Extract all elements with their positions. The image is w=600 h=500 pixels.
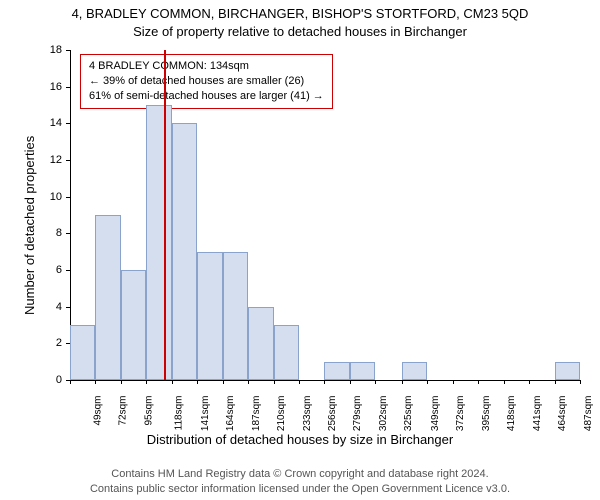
x-tick-mark <box>172 380 173 384</box>
y-tick-label: 16 <box>0 81 62 93</box>
x-tick-mark <box>197 380 198 384</box>
x-tick-label: 464sqm <box>557 396 568 432</box>
histogram-bar <box>248 307 273 380</box>
histogram-bar <box>350 362 375 380</box>
x-tick-mark <box>453 380 454 384</box>
y-tick-mark <box>66 270 70 271</box>
histogram-bar <box>555 362 580 380</box>
y-tick-mark <box>66 50 70 51</box>
property-marker-line <box>164 50 166 380</box>
y-tick-mark <box>66 123 70 124</box>
x-tick-label: 302sqm <box>378 396 389 432</box>
y-tick-label: 2 <box>0 337 62 349</box>
x-tick-label: 164sqm <box>225 396 236 432</box>
x-tick-mark <box>504 380 505 384</box>
x-tick-mark <box>478 380 479 384</box>
x-tick-mark <box>95 380 96 384</box>
x-tick-label: 95sqm <box>143 396 154 426</box>
x-tick-label: 141sqm <box>200 396 211 432</box>
footer-line-1: Contains HM Land Registry data © Crown c… <box>0 467 600 481</box>
x-tick-mark <box>299 380 300 384</box>
x-tick-mark <box>402 380 403 384</box>
x-tick-label: 72sqm <box>118 396 129 426</box>
x-tick-label: 325sqm <box>403 396 414 432</box>
x-tick-label: 210sqm <box>276 396 287 432</box>
x-tick-mark <box>324 380 325 384</box>
x-tick-label: 187sqm <box>251 396 262 432</box>
y-tick-label: 6 <box>0 264 62 276</box>
chart-title-address: 4, BRADLEY COMMON, BIRCHANGER, BISHOP'S … <box>0 6 600 21</box>
x-tick-mark <box>350 380 351 384</box>
x-tick-mark <box>223 380 224 384</box>
histogram-bar <box>324 362 349 380</box>
x-tick-label: 256sqm <box>327 396 338 432</box>
histogram-bar <box>95 215 120 380</box>
histogram-bar <box>121 270 146 380</box>
chart-subtitle: Size of property relative to detached ho… <box>0 24 600 39</box>
footer-attribution: Contains HM Land Registry data © Crown c… <box>0 467 600 496</box>
x-tick-mark <box>274 380 275 384</box>
y-tick-mark <box>66 87 70 88</box>
y-tick-label: 8 <box>0 227 62 239</box>
y-tick-label: 0 <box>0 374 62 386</box>
x-tick-mark <box>529 380 530 384</box>
x-tick-label: 279sqm <box>353 396 364 432</box>
x-tick-mark <box>375 380 376 384</box>
x-tick-mark <box>146 380 147 384</box>
x-tick-label: 349sqm <box>430 396 441 432</box>
y-tick-mark <box>66 160 70 161</box>
x-tick-mark <box>555 380 556 384</box>
y-tick-mark <box>66 233 70 234</box>
footer-line-2: Contains public sector information licen… <box>0 482 600 496</box>
y-tick-label: 14 <box>0 117 62 129</box>
x-tick-label: 118sqm <box>174 396 185 431</box>
y-tick-label: 18 <box>0 44 62 56</box>
x-tick-label: 418sqm <box>506 396 517 432</box>
x-tick-mark <box>121 380 122 384</box>
y-tick-mark <box>66 197 70 198</box>
x-tick-mark <box>427 380 428 384</box>
x-tick-mark <box>248 380 249 384</box>
x-tick-mark <box>580 380 581 384</box>
x-tick-label: 441sqm <box>532 396 543 432</box>
y-tick-label: 4 <box>0 301 62 313</box>
x-tick-label: 487sqm <box>583 396 594 432</box>
chart-container: { "layout": { "canvas": { "w": 600, "h":… <box>0 0 600 500</box>
x-tick-label: 395sqm <box>481 396 492 432</box>
y-tick-mark <box>66 307 70 308</box>
x-axis-label: Distribution of detached houses by size … <box>0 432 600 447</box>
histogram-bar <box>172 123 197 380</box>
histogram-bar <box>197 252 222 380</box>
histogram-bar <box>223 252 248 380</box>
x-tick-label: 233sqm <box>302 396 313 432</box>
y-tick-label: 10 <box>0 191 62 203</box>
histogram-bar <box>146 105 171 380</box>
x-tick-label: 49sqm <box>93 396 104 426</box>
histogram-bar <box>402 362 427 380</box>
histogram-bar <box>274 325 299 380</box>
histogram-bar <box>70 325 95 380</box>
x-tick-mark <box>70 380 71 384</box>
x-tick-label: 372sqm <box>455 396 466 432</box>
y-tick-label: 12 <box>0 154 62 166</box>
